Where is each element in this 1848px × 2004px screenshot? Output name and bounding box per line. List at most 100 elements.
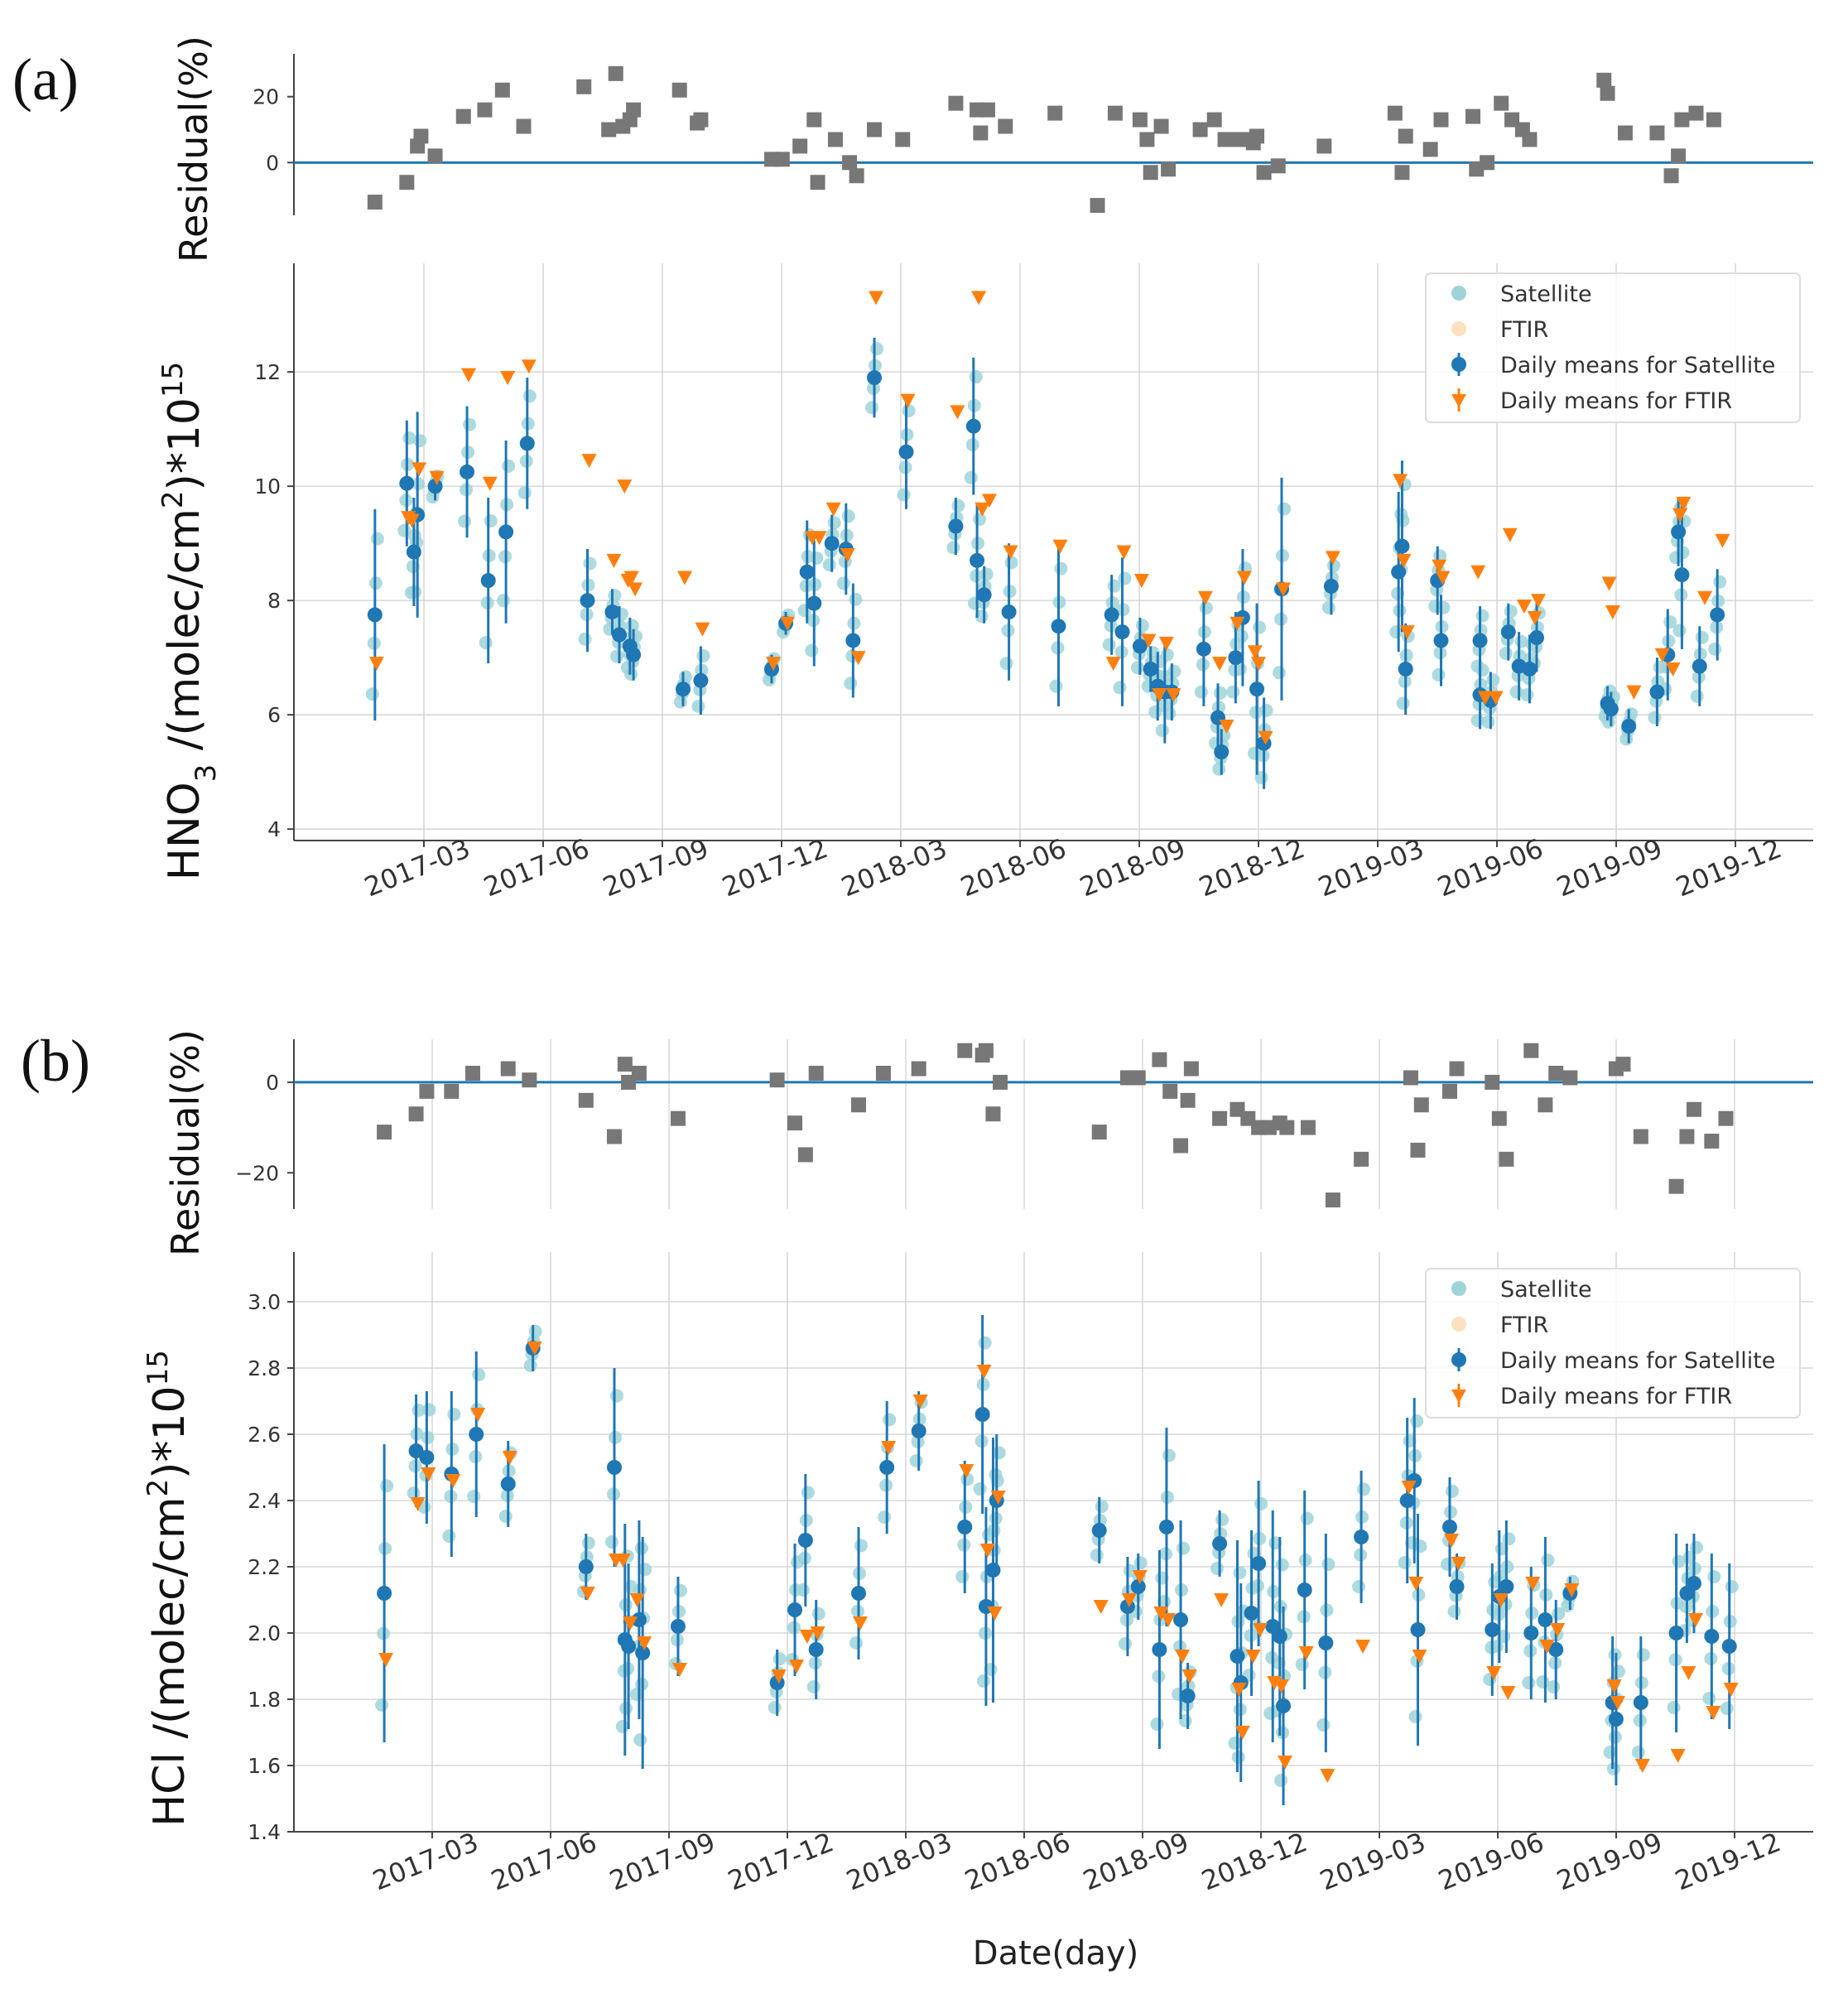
main-a-satellite-point: [1690, 689, 1704, 703]
main-b-xtick-label: 2018-09: [1079, 1826, 1193, 1896]
axis-title-part: 2: [156, 490, 190, 508]
main-a-satellite-point: [1695, 630, 1709, 644]
main-b-satellite-point: [796, 1583, 810, 1597]
residual-a-point: [516, 118, 532, 134]
main-a-satellite-point: [1226, 685, 1240, 699]
legend-a-box: [1425, 272, 1801, 423]
main-b-ftir-mean-point: [1606, 1679, 1622, 1693]
main-b-satellite-point: [806, 1680, 821, 1693]
main-b-ftir-mean-point: [1234, 1726, 1250, 1740]
main-b-ftir-means: [378, 1342, 1739, 1783]
residual-a-point: [979, 102, 995, 118]
residual-b-point: [1523, 1043, 1539, 1058]
main-b-sat-mean-point: [787, 1602, 803, 1617]
main-b-satellite-point: [375, 1698, 389, 1712]
residual-a-point: [1649, 125, 1665, 141]
main-a-ftir-mean-point: [521, 359, 537, 374]
main-b-ytick-label: 1.4: [248, 1820, 281, 1844]
main-b-ftir-mean-point: [979, 1544, 995, 1558]
main-b-satellite-point: [1210, 1562, 1225, 1575]
main-b-sat-mean-point: [1091, 1523, 1107, 1538]
axis-title-part: )*10: [160, 397, 209, 490]
residual-b-point: [850, 1097, 866, 1113]
residual-a-point: [1522, 132, 1538, 147]
residual-a-point: [1596, 72, 1612, 88]
residual-a-point: [1494, 95, 1509, 111]
residual-a-point: [948, 95, 964, 111]
main-b-satellite-point: [422, 1403, 436, 1417]
main-a-ftir-mean-point: [606, 553, 622, 568]
main-a-sat-mean-point: [1500, 624, 1516, 640]
main-a-satellite-point: [897, 488, 911, 502]
main-a-ytick-label: 4: [267, 817, 281, 841]
main-b-ftir-mean-point: [1412, 1650, 1427, 1664]
main-a-sat-mean-point: [1603, 701, 1619, 717]
main-b-ftir-mean-point: [1132, 1570, 1148, 1584]
main-b-ftir-mean-point: [1278, 1756, 1293, 1770]
residual-b-point: [578, 1092, 594, 1108]
residual-b-yticks: 0 −20: [235, 1071, 294, 1185]
legend-b-box: [1425, 1268, 1801, 1419]
main-b-satellite-point: [1254, 1497, 1268, 1510]
main-a-ftir-mean-point: [1672, 508, 1688, 523]
main-b-satellite-point: [472, 1368, 486, 1381]
main-a-satellite-point: [1475, 609, 1489, 623]
main-a-satellite-point: [1213, 686, 1227, 700]
residual-a-point: [1422, 142, 1438, 157]
residual-a-point: [1688, 105, 1704, 121]
main-b-ftir-mean-point: [1175, 1650, 1191, 1664]
legend-b-marker: [1451, 1317, 1466, 1332]
main-b-satellite-point: [442, 1529, 456, 1543]
main-a-satellite-point: [841, 509, 855, 523]
main-a-satellite-point: [865, 401, 879, 415]
main-a-ftir-mean-point: [429, 470, 445, 485]
main-b-satellite-point: [992, 1446, 1006, 1460]
main-b-satellite-point: [854, 1539, 868, 1553]
residual-a-point: [849, 168, 864, 184]
main-a-satellite-point: [1272, 666, 1286, 680]
main-b-satellite-point: [883, 1413, 897, 1427]
main-b-satellite-point: [1133, 1556, 1148, 1570]
main-b-satellite-point: [1502, 1532, 1516, 1546]
main-b-ftir-mean-point: [1121, 1593, 1137, 1607]
main-a-sat-mean-point: [1114, 624, 1130, 640]
main-b-ftir-mean-point: [852, 1616, 868, 1631]
main-a-ftir-mean-point: [850, 651, 866, 666]
main-a-satellite-point: [484, 513, 498, 527]
residual-a-point: [867, 122, 883, 137]
main-a-ftir-mean-point: [869, 291, 884, 306]
main-b-satellite-point: [1398, 1556, 1412, 1569]
main-b-satellite-point: [1720, 1702, 1734, 1715]
residual-a-point: [792, 138, 808, 154]
main-a-satellite-point: [608, 589, 622, 603]
main-a-sat-mean-point: [799, 564, 815, 580]
main-a-sat-mean-point: [1674, 567, 1690, 583]
main-a-satellite-point: [1107, 579, 1121, 593]
main-a-ftir-mean-point: [404, 513, 420, 528]
main-a-ytick-label: 6: [267, 703, 281, 727]
main-a-xtick-label: 2019-12: [1672, 832, 1786, 903]
main-a-sat-mean-point: [1196, 641, 1211, 657]
main-a-ftir-mean-point: [1133, 574, 1149, 589]
main-b-sat-mean-point: [469, 1427, 484, 1442]
main-b-sat-mean-point: [1244, 1606, 1259, 1621]
main-a-sat-mean-point: [676, 682, 691, 697]
main-b-ftir-mean-point: [1723, 1683, 1739, 1697]
main-b-sat-mean-point: [1704, 1629, 1720, 1644]
main-a-satellite-point: [836, 576, 850, 590]
residual-a-yticks: 20 0: [253, 85, 294, 175]
legend-b-satellite-symbol: [1451, 1281, 1466, 1296]
main-b-satellite-point: [1603, 1746, 1617, 1759]
residual-b-point: [1279, 1120, 1295, 1135]
legend-b-entry-sat-mean: Daily means for Satellite: [1500, 1348, 1775, 1374]
main-a-satellite-point: [522, 389, 537, 403]
main-a-ftir-mean-point: [1654, 648, 1670, 662]
main-a-satellite-point: [1167, 664, 1181, 678]
main-a-sat-mean-point: [948, 518, 964, 534]
residual-a-ytick-label: 0: [266, 151, 279, 175]
main-a-sat-mean-point: [1143, 661, 1158, 677]
main-a-ftir-mean-point: [677, 571, 693, 585]
main-b-ftir-mean-point: [881, 1441, 897, 1455]
main-a-ftir-mean-point: [780, 616, 796, 631]
main-b-satellite-point: [1702, 1692, 1716, 1705]
